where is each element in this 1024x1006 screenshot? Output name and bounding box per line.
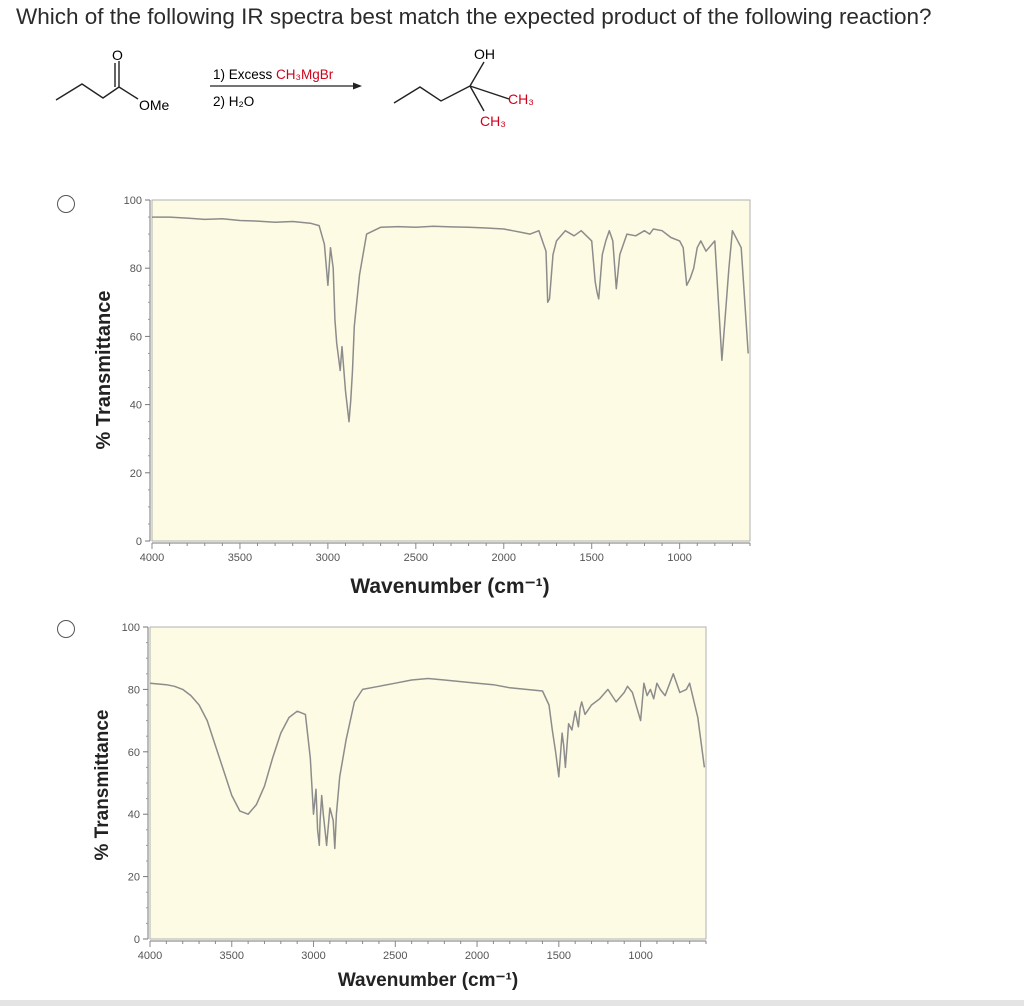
x-tick-label: 4000 — [138, 950, 162, 962]
x-tick-label: 2000 — [492, 552, 516, 564]
y-tick-label: 0 — [134, 934, 140, 946]
y-tick-label: 60 — [128, 747, 140, 759]
y-tick-label: 80 — [130, 263, 142, 275]
y-tick-label: 20 — [130, 468, 142, 480]
reaction-arrowhead — [353, 82, 362, 90]
y-tick-label: 80 — [128, 684, 140, 696]
y-tick-label: 0 — [136, 536, 142, 548]
y-tick-label: 100 — [122, 622, 140, 634]
x-tick-label: 3000 — [316, 552, 340, 564]
reagent-step-1-prefix: 1) Excess — [213, 67, 276, 82]
reagent-step-1: 1) Excess CH₃MgBr — [213, 67, 334, 82]
x-tick-label: 2500 — [383, 950, 407, 962]
x-tick-label: 1000 — [667, 552, 691, 564]
product-methyl-label-b: CH₃ — [480, 113, 506, 129]
reactant-carbonyl-oxygen: O — [112, 47, 123, 63]
ir-spectrum-option-2: 0 20 40 60 80 100 4000 3500 3000 2500 2000 1500 1000… — [92, 622, 707, 991]
product-hydroxyl-label: OH — [474, 46, 495, 62]
reaction-scheme: O OMe 1) Excess CH₃MgBr 2) H₂O OH CH₃ CH… — [55, 46, 534, 129]
y-tick-label: 40 — [130, 400, 142, 412]
x-axis-label: Wavenumber (cm⁻¹) — [350, 575, 549, 598]
plot-area — [151, 199, 751, 542]
y-tick-label: 20 — [128, 872, 140, 884]
ir-spectrum-option-1: 0 20 40 60 80 100 4000 3500 3000 2500 2000 1500 1000… — [93, 195, 751, 598]
y-axis-label: % Transmittance — [92, 710, 113, 861]
product-methyl-label-a: CH₃ — [508, 91, 534, 107]
option-2-radio[interactable] — [57, 620, 75, 638]
y-tick-label: 60 — [130, 331, 142, 343]
reagent-grignard: CH₃MgBr — [276, 67, 334, 82]
reactant-methoxy-label: OMe — [139, 97, 170, 113]
x-axis-label: Wavenumber (cm⁻¹) — [338, 970, 518, 991]
x-tick-label: 3500 — [228, 552, 252, 564]
reactant-structure — [55, 61, 139, 101]
y-axis-label: % Transmittance — [93, 291, 115, 450]
plot-area — [149, 626, 707, 940]
y-tick-label: 40 — [128, 809, 140, 821]
x-tick-label: 4000 — [140, 552, 164, 564]
x-tick-label: 1000 — [628, 950, 652, 962]
y-tick-label: 100 — [124, 195, 142, 207]
x-tick-label: 3000 — [301, 950, 325, 962]
spectrum-trace — [149, 673, 706, 850]
x-tick-label: 2000 — [465, 950, 489, 962]
x-tick-label: 1500 — [579, 552, 603, 564]
product-structure — [393, 61, 510, 112]
option-1-radio[interactable] — [57, 195, 75, 213]
reagent-step-2: 2) H₂O — [213, 94, 254, 109]
page-bottom-bar — [0, 1000, 1024, 1006]
x-tick-label: 1500 — [547, 950, 571, 962]
question-text: Which of the following IR spectra best m… — [16, 4, 932, 29]
x-tick-label: 2500 — [404, 552, 428, 564]
spectrum-trace — [152, 216, 749, 423]
x-tick-label: 3500 — [220, 950, 244, 962]
